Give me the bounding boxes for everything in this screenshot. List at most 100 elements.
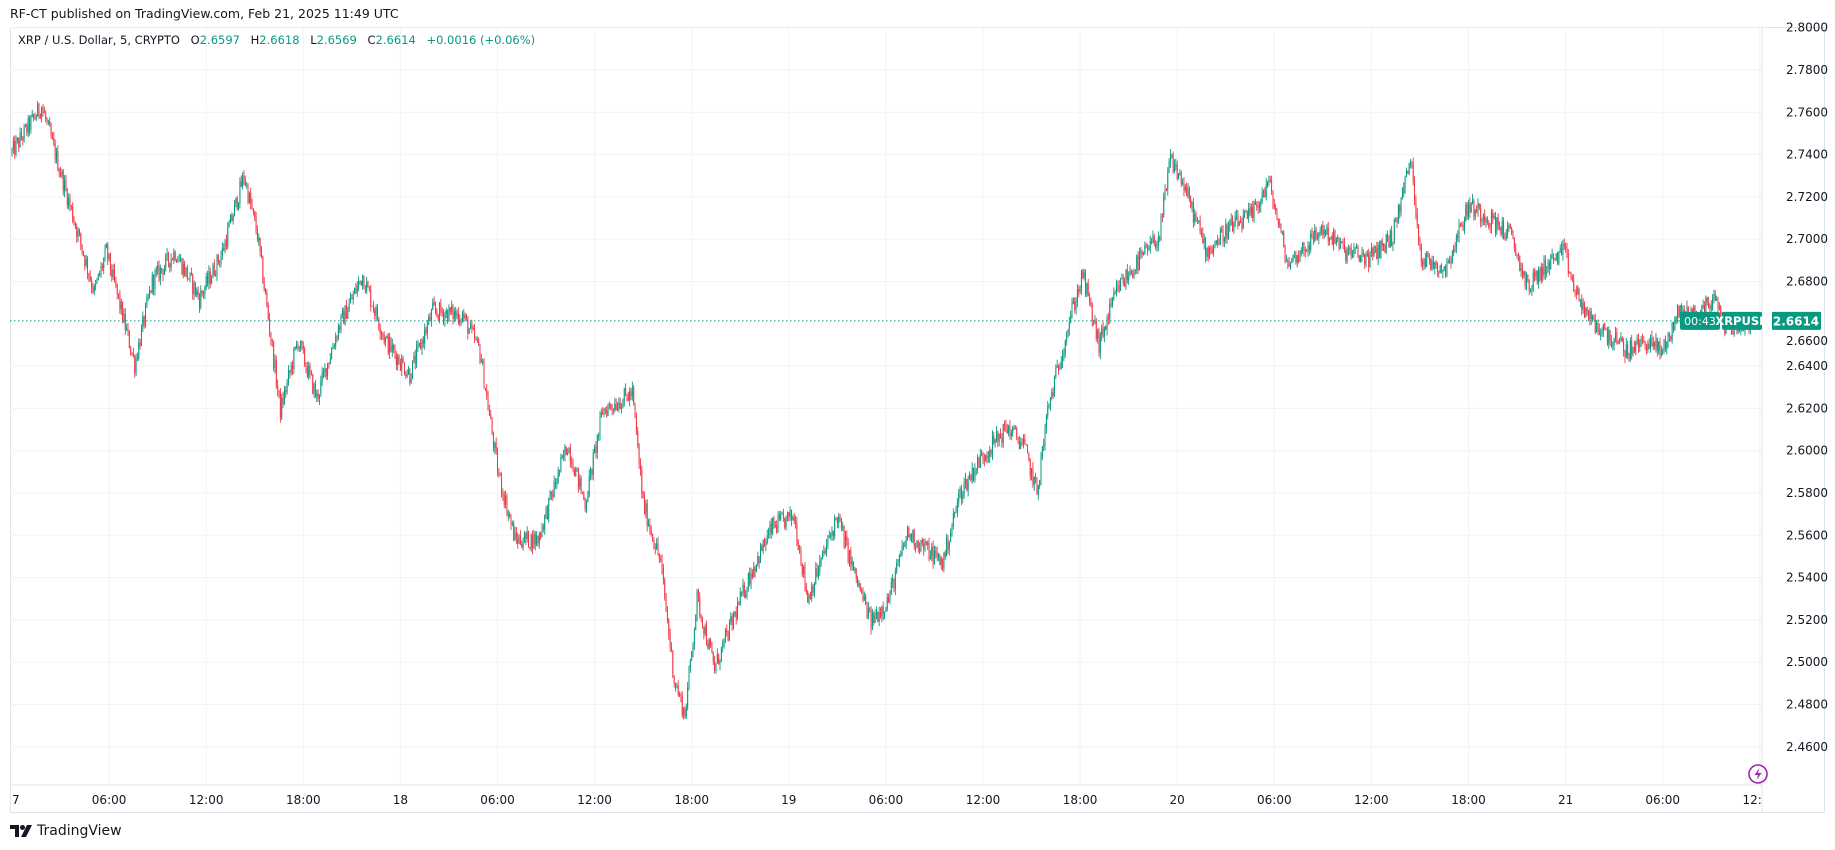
candle (777, 511, 779, 533)
candle-body (1122, 278, 1124, 284)
candle (716, 648, 718, 664)
candle (1627, 340, 1629, 360)
candle-body (537, 535, 539, 543)
candle-body (662, 568, 664, 581)
candle-body (1167, 172, 1169, 190)
candle (197, 286, 199, 300)
candle (1306, 248, 1308, 253)
candle-body (703, 627, 705, 635)
candle-body (1512, 234, 1514, 239)
time-tick-label: 12:00 (1743, 793, 1778, 807)
candle (1249, 202, 1251, 216)
candle-body (1254, 201, 1256, 205)
candle (510, 514, 512, 530)
candle-body (599, 415, 601, 435)
candle-body (433, 302, 435, 306)
candle-body (1334, 230, 1336, 244)
candle (1253, 200, 1255, 223)
candle-body (1105, 326, 1107, 330)
candle-body (1227, 226, 1229, 240)
candle-body (820, 558, 822, 561)
candle (567, 448, 569, 456)
candle-body (844, 536, 846, 547)
candle (27, 115, 29, 138)
candle (229, 213, 231, 224)
candle-body (211, 277, 213, 284)
candle-body (1271, 179, 1273, 192)
candle-body (979, 454, 981, 468)
candle (1303, 241, 1305, 257)
candle-body (146, 297, 148, 306)
candle (258, 233, 260, 246)
candle (1186, 182, 1188, 197)
candle (979, 448, 981, 469)
candle-body (302, 346, 304, 349)
candle (301, 340, 303, 351)
candle-body (1574, 291, 1576, 293)
candle (1523, 270, 1525, 279)
candle (68, 193, 70, 210)
candle (701, 616, 703, 629)
candle (456, 309, 458, 320)
candle (285, 386, 287, 399)
lightning-icon[interactable] (1748, 764, 1768, 784)
candle-body (143, 316, 145, 325)
candle (147, 293, 149, 302)
candle (325, 368, 327, 380)
candle (146, 293, 148, 309)
candle-body (727, 632, 729, 640)
candle (1656, 337, 1658, 357)
candle-body (854, 568, 856, 571)
candle (1667, 331, 1669, 349)
candle-body (1671, 322, 1673, 340)
candle (982, 451, 984, 465)
candle-body (1258, 206, 1260, 208)
candle-body (749, 572, 751, 585)
candle-body (592, 452, 594, 475)
candle (981, 449, 983, 457)
candle (356, 281, 358, 298)
candle (563, 449, 565, 462)
candle (936, 546, 938, 562)
candle (1372, 246, 1374, 261)
candle (1122, 274, 1124, 287)
candle (1155, 240, 1157, 251)
candle-body (1540, 267, 1542, 281)
candle (969, 471, 971, 480)
candle-body (461, 314, 463, 321)
price-axis: 2.46002.48002.50002.52002.54002.56002.58… (1761, 21, 1828, 812)
candle-body (412, 360, 414, 379)
candle-body (1604, 324, 1606, 329)
candle-body (857, 578, 859, 586)
candle (1194, 208, 1196, 226)
candle-body (327, 363, 329, 377)
candle-body (1631, 340, 1633, 355)
candle (447, 309, 449, 325)
candle-body (1082, 270, 1084, 279)
candle-body (243, 175, 245, 180)
candle-body (92, 287, 94, 292)
candle (1712, 294, 1714, 311)
candle-body (929, 556, 931, 560)
candle (38, 103, 40, 120)
candle-body (623, 388, 625, 402)
candle-body (967, 478, 969, 491)
symbol-title[interactable]: XRP / U.S. Dollar, 5, CRYPTO (18, 33, 180, 47)
candle (1234, 211, 1236, 228)
candle-body (449, 307, 451, 312)
candle (58, 167, 60, 178)
candle (310, 369, 312, 376)
price-tick-label: 2.5400 (1786, 571, 1828, 585)
candle-body (271, 341, 273, 343)
candle-body (687, 688, 689, 709)
candle-body (947, 537, 949, 550)
candle (1157, 231, 1159, 252)
candle (722, 639, 724, 653)
candle (468, 327, 470, 334)
candle-body (421, 339, 423, 350)
candle-body (256, 230, 258, 241)
candle (915, 542, 917, 553)
tradingview-logo[interactable]: TradingView (10, 823, 122, 839)
candle-body (1523, 271, 1525, 276)
